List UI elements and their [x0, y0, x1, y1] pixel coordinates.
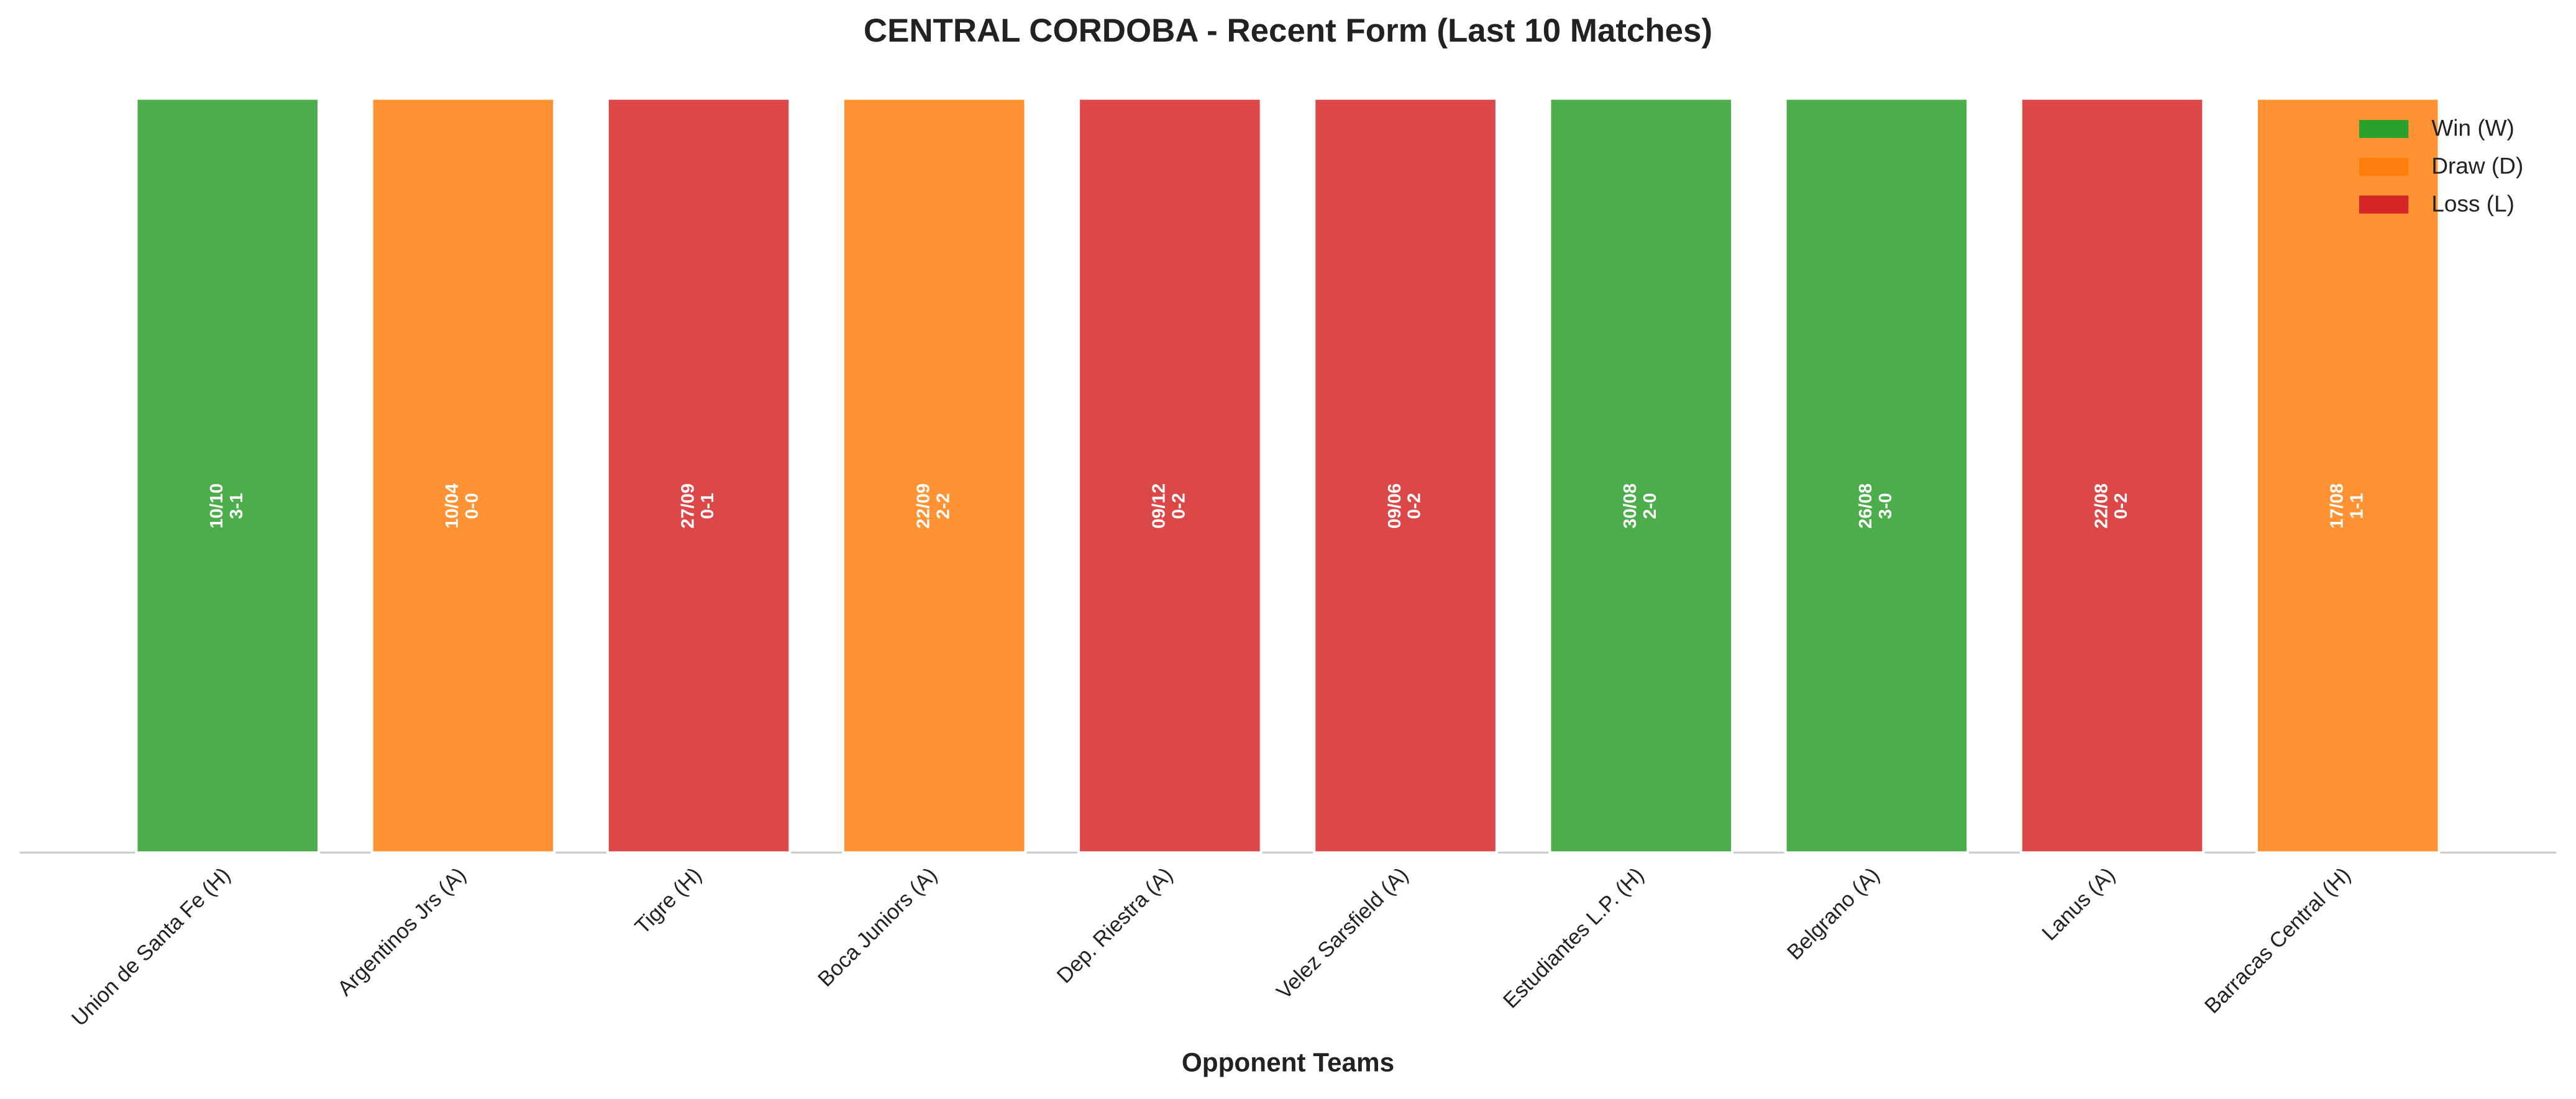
bar-date-label: 09/12 — [1149, 483, 1169, 529]
bar — [841, 97, 1027, 854]
bar-score-label: 3-0 — [1876, 493, 1896, 519]
x-tick-label: Lanus (A) — [2037, 863, 2119, 945]
bar-date-label: 09/06 — [1385, 483, 1405, 529]
legend-swatch — [2359, 120, 2409, 139]
bar — [2255, 97, 2441, 854]
x-tick-label: Dep. Riestra (A) — [1053, 863, 1177, 988]
x-tick-label: Barracas Central (H) — [2200, 863, 2355, 1018]
legend-swatch — [2359, 157, 2409, 176]
legend-label: Win (W) — [2431, 115, 2514, 141]
bar-score-label: 3-1 — [227, 493, 247, 519]
legend-label: Draw (D) — [2431, 153, 2523, 179]
bar — [135, 97, 320, 854]
legend-swatch — [2359, 195, 2409, 214]
bar-date-label: 10/04 — [442, 483, 462, 529]
bar-date-label: 30/08 — [1620, 483, 1640, 529]
x-tick-label: Velez Sarsfield (A) — [1272, 863, 1413, 1004]
x-tick-label: Union de Santa Fe (H) — [67, 863, 235, 1031]
bar-score-label: 0-2 — [2111, 493, 2131, 519]
chart-title: CENTRAL CORDOBA - Recent Form (Last 10 M… — [864, 12, 1712, 49]
bar — [606, 97, 792, 854]
bar-date-label: 26/08 — [1856, 483, 1876, 529]
bar — [1313, 97, 1498, 854]
bar-date-label: 27/09 — [678, 483, 698, 529]
bar-score-label: 0-1 — [698, 493, 718, 519]
x-axis-label: Opponent Teams — [1182, 1048, 1394, 1077]
bar-score-label: 0-0 — [462, 493, 482, 519]
bar-score-label: 1-1 — [2347, 493, 2367, 519]
bar — [1077, 97, 1263, 854]
bar-score-label: 2-0 — [1640, 493, 1660, 519]
bar-date-label: 22/08 — [2091, 483, 2111, 529]
bar — [1548, 97, 1733, 854]
bar-score-label: 2-2 — [933, 493, 953, 519]
bar-date-label: 17/08 — [2327, 483, 2347, 529]
x-tick-label: Belgrano (A) — [1783, 863, 1884, 964]
bar — [2019, 97, 2205, 854]
bar-score-label: 0-2 — [1405, 493, 1425, 519]
bar-date-label: 10/10 — [207, 483, 227, 529]
x-tick-label: Argentinos Jrs (A) — [333, 863, 470, 1000]
x-tick-label: Estudiantes L.P. (H) — [1499, 863, 1648, 1013]
bar-date-label: 22/09 — [914, 483, 934, 529]
bar — [1784, 97, 1970, 854]
bar — [370, 97, 556, 854]
x-tick-label: Tigre (H) — [631, 863, 706, 939]
bar-score-label: 0-2 — [1169, 493, 1189, 519]
legend-label: Loss (L) — [2431, 190, 2514, 216]
x-tick-label: Boca Juniors (A) — [813, 863, 941, 991]
